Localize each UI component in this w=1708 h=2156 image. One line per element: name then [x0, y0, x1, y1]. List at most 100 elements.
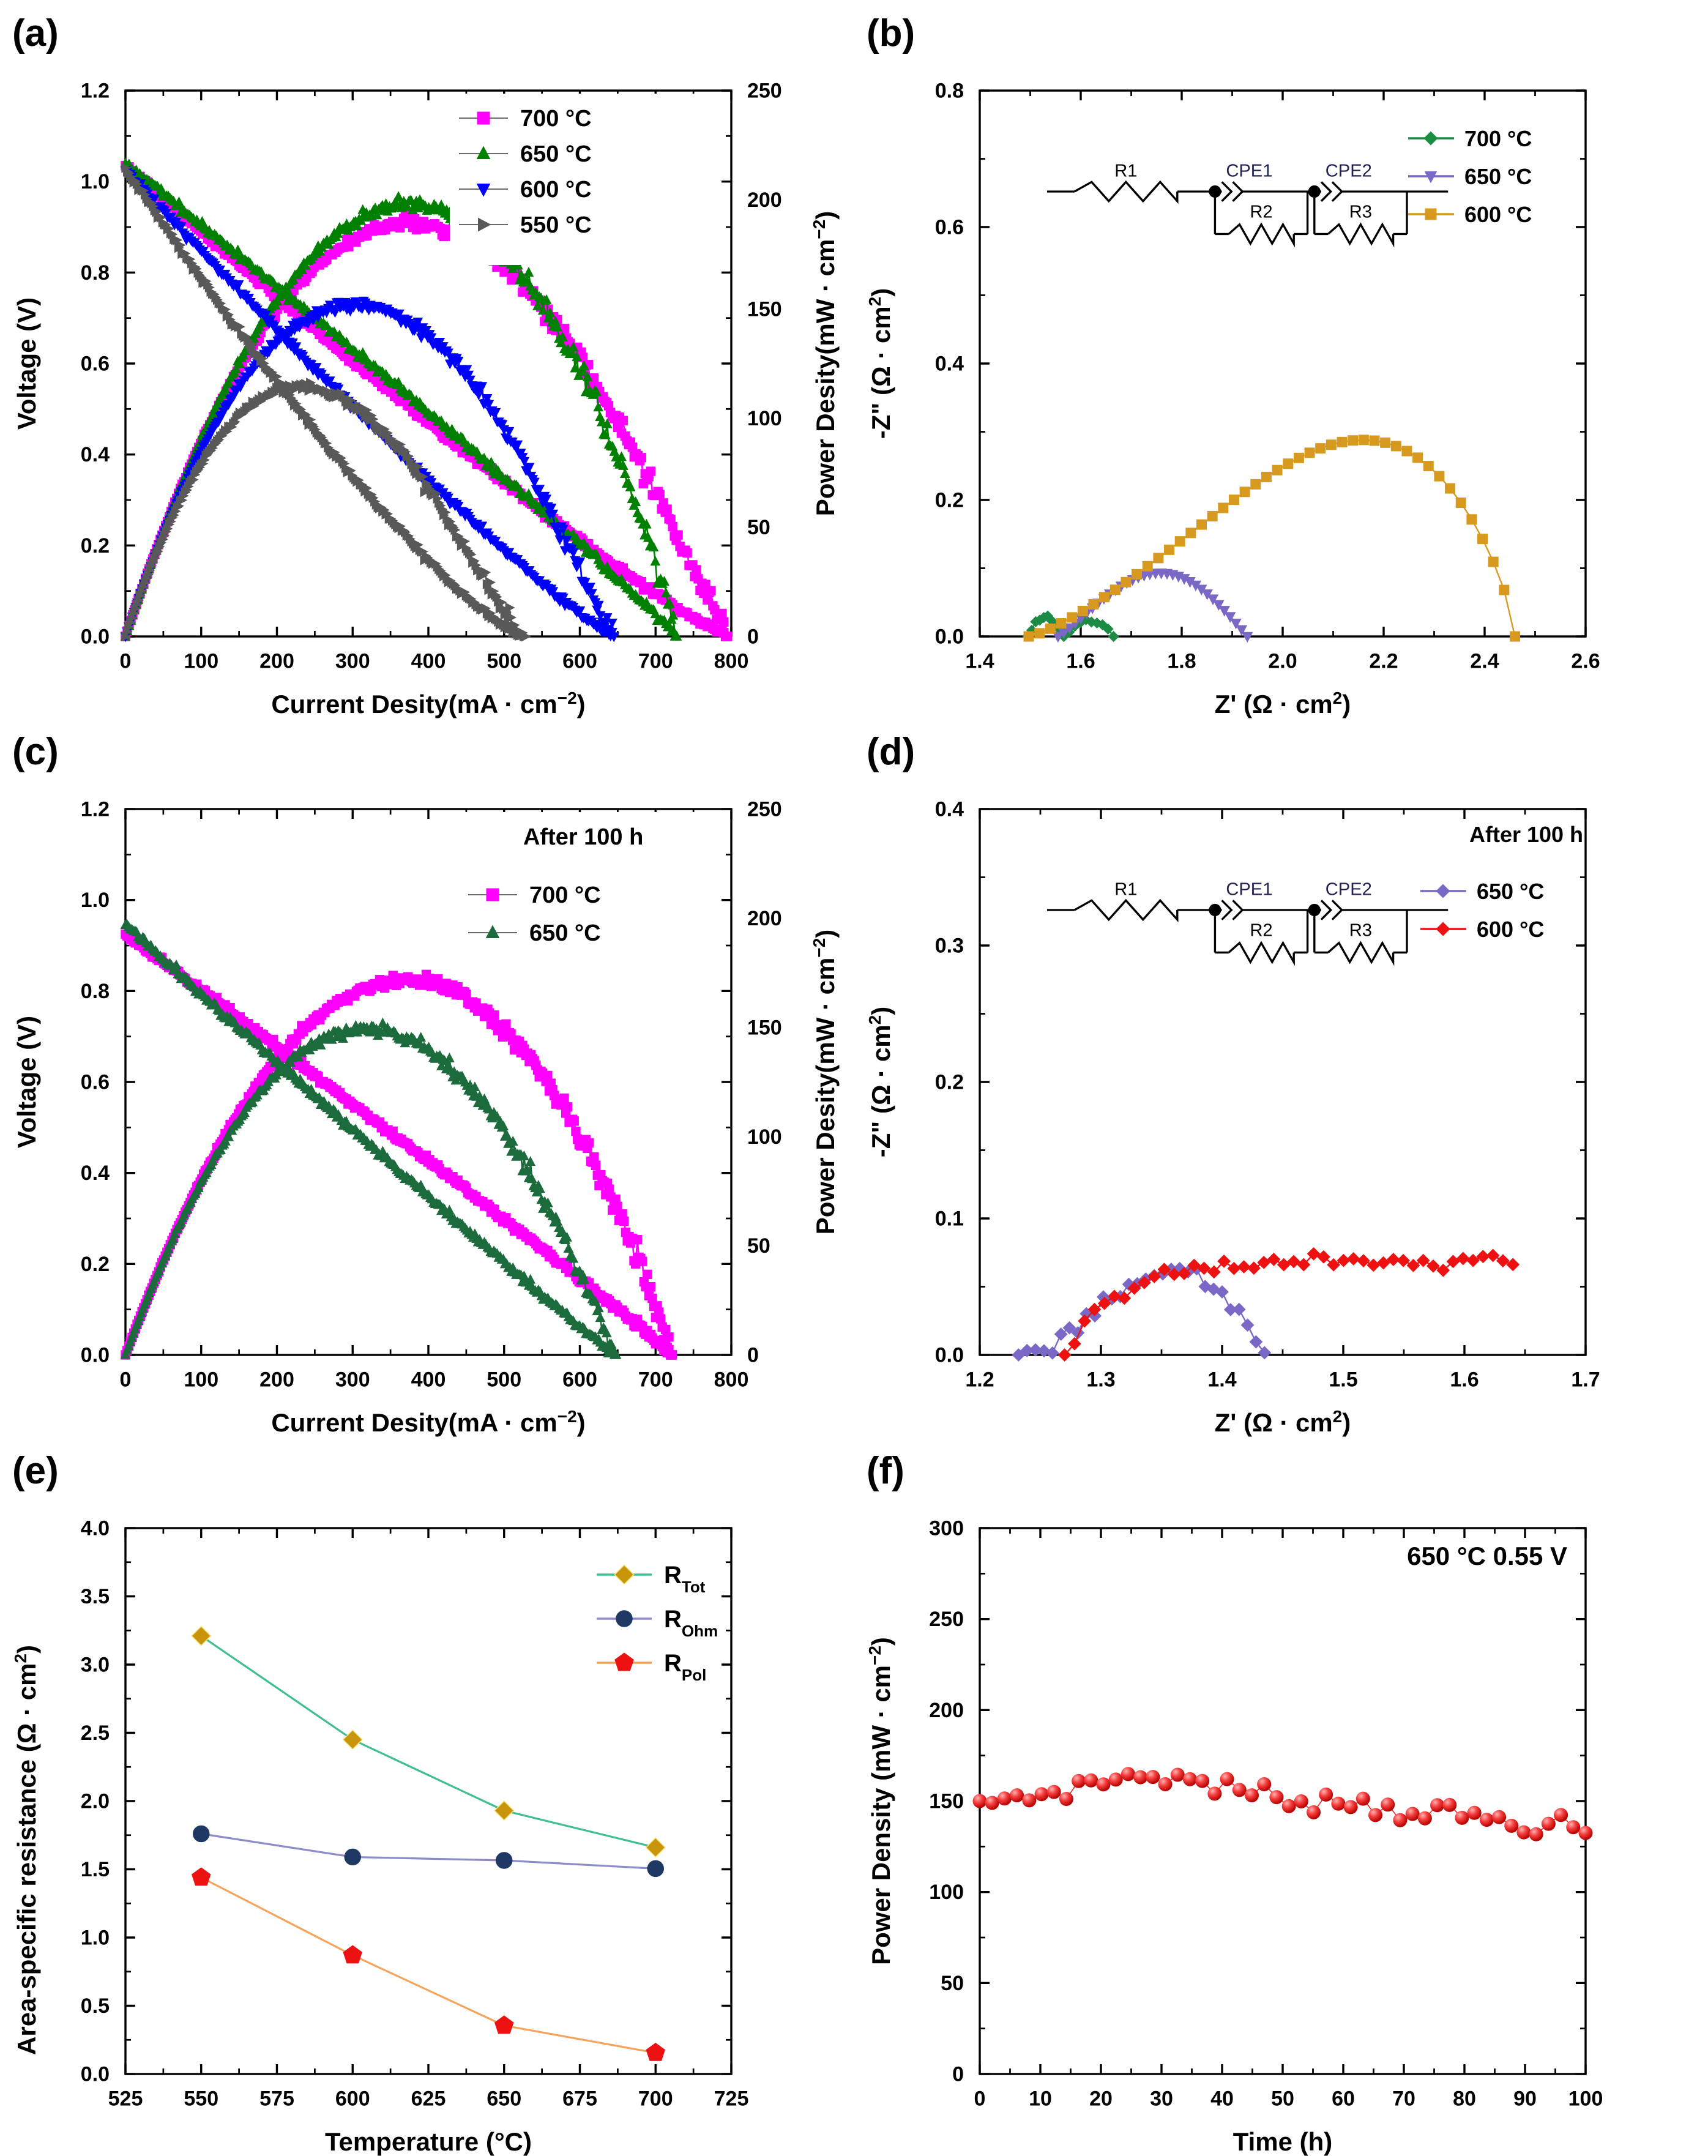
svg-text:650 °C: 650 °C — [520, 141, 592, 167]
svg-text:0: 0 — [952, 2062, 964, 2086]
svg-text:0.8: 0.8 — [81, 261, 110, 285]
svg-text:50: 50 — [747, 516, 770, 539]
svg-text:30: 30 — [1150, 2087, 1173, 2110]
svg-text:1.8: 1.8 — [1167, 650, 1196, 673]
svg-text:300: 300 — [335, 1368, 370, 1392]
svg-text:Current Desity(mA · cm−2): Current Desity(mA · cm−2) — [271, 688, 585, 718]
svg-text:1.0: 1.0 — [81, 1926, 110, 1949]
svg-text:1.4: 1.4 — [1207, 1368, 1236, 1392]
svg-text:100: 100 — [184, 1368, 218, 1392]
svg-text:0.0: 0.0 — [81, 625, 110, 649]
svg-text:0: 0 — [747, 625, 759, 649]
svg-text:500: 500 — [487, 650, 521, 673]
svg-text:0.0: 0.0 — [934, 1344, 963, 1367]
svg-text:250: 250 — [747, 798, 782, 821]
svg-text:0.6: 0.6 — [934, 216, 963, 239]
svg-text:650 °C: 650 °C — [1476, 879, 1543, 904]
svg-text:1.5: 1.5 — [81, 1858, 110, 1881]
svg-text:60: 60 — [1332, 2087, 1355, 2110]
svg-text:100: 100 — [184, 650, 218, 673]
svg-text:0: 0 — [747, 1344, 759, 1367]
svg-text:R1: R1 — [1114, 161, 1137, 181]
svg-text:0.2: 0.2 — [934, 489, 963, 512]
svg-text:-Z" (Ω · cm2): -Z" (Ω · cm2) — [865, 288, 895, 439]
svg-text:R1: R1 — [1114, 880, 1137, 900]
svg-text:Z' (Ω · cm2): Z' (Ω · cm2) — [1214, 688, 1351, 718]
svg-text:50: 50 — [941, 1972, 964, 1995]
svg-text:550: 550 — [184, 2087, 218, 2110]
svg-text:150: 150 — [747, 1016, 782, 1040]
svg-text:100: 100 — [747, 1125, 782, 1149]
svg-text:0.0: 0.0 — [81, 1344, 110, 1367]
svg-text:(a): (a) — [12, 12, 59, 54]
svg-text:40: 40 — [1210, 2087, 1234, 2110]
svg-text:Voltage (V): Voltage (V) — [12, 1016, 41, 1148]
svg-text:150: 150 — [929, 1789, 964, 1813]
svg-text:CPE2: CPE2 — [1325, 880, 1371, 900]
svg-text:CPE1: CPE1 — [1226, 880, 1272, 900]
svg-text:3.0: 3.0 — [81, 1653, 110, 1676]
svg-text:R2: R2 — [1250, 203, 1272, 222]
svg-text:2.0: 2.0 — [1268, 650, 1297, 673]
svg-text:4.0: 4.0 — [81, 1516, 110, 1540]
svg-text:70: 70 — [1392, 2087, 1415, 2110]
svg-text:20: 20 — [1089, 2087, 1113, 2110]
svg-text:200: 200 — [747, 188, 782, 212]
svg-text:Temperature (°C): Temperature (°C) — [325, 2127, 532, 2156]
svg-text:700: 700 — [638, 650, 673, 673]
svg-text:600: 600 — [335, 2087, 370, 2110]
svg-text:Power Desity(mW · cm−2): Power Desity(mW · cm−2) — [809, 211, 840, 517]
svg-text:10: 10 — [1029, 2087, 1052, 2110]
svg-text:500: 500 — [487, 1368, 521, 1392]
svg-text:0.2: 0.2 — [934, 1071, 963, 1094]
svg-text:Area-specific resistance (Ω ·: Area-specific resistance (Ω · cm2) — [11, 1645, 41, 2055]
svg-text:0.8: 0.8 — [81, 980, 110, 1003]
svg-text:0.3: 0.3 — [934, 934, 963, 958]
svg-text:Time (h): Time (h) — [1233, 2127, 1332, 2156]
svg-text:Power Density (mW · cm−2): Power Density (mW · cm−2) — [865, 1637, 895, 1965]
svg-text:100: 100 — [747, 407, 782, 430]
svg-text:1.3: 1.3 — [1086, 1368, 1115, 1392]
svg-text:R3: R3 — [1349, 203, 1371, 222]
svg-text:3.5: 3.5 — [81, 1585, 110, 1608]
svg-text:100: 100 — [1568, 2087, 1603, 2110]
svg-text:200: 200 — [929, 1699, 964, 1722]
svg-text:50: 50 — [1271, 2087, 1294, 2110]
svg-text:200: 200 — [747, 907, 782, 930]
svg-text:0.4: 0.4 — [81, 1162, 110, 1185]
svg-text:90: 90 — [1513, 2087, 1537, 2110]
svg-text:1.7: 1.7 — [1571, 1368, 1600, 1392]
svg-text:0.8: 0.8 — [934, 80, 963, 103]
svg-text:1.6: 1.6 — [1066, 650, 1095, 673]
svg-text:-Z" (Ω · cm2): -Z" (Ω · cm2) — [865, 1007, 895, 1157]
svg-text:1.6: 1.6 — [1450, 1368, 1479, 1392]
svg-text:0.5: 0.5 — [81, 1994, 110, 2018]
svg-text:0: 0 — [120, 1368, 132, 1392]
svg-text:0: 0 — [974, 2087, 985, 2110]
svg-text:0.2: 0.2 — [81, 534, 110, 558]
svg-text:After 100 h: After 100 h — [523, 824, 643, 850]
svg-text:2.5: 2.5 — [81, 1721, 110, 1745]
svg-text:80: 80 — [1453, 2087, 1476, 2110]
svg-text:(d): (d) — [867, 731, 915, 773]
svg-text:0.6: 0.6 — [81, 352, 110, 376]
svg-text:Current Desity(mA · cm−2): Current Desity(mA · cm−2) — [271, 1407, 585, 1438]
svg-text:675: 675 — [562, 2087, 597, 2110]
svg-text:700 °C: 700 °C — [529, 882, 601, 908]
svg-text:1.0: 1.0 — [81, 170, 110, 193]
svg-text:725: 725 — [714, 2087, 749, 2110]
svg-text:700 °C: 700 °C — [520, 106, 592, 132]
svg-text:1.4: 1.4 — [965, 650, 994, 673]
svg-text:R2: R2 — [1250, 921, 1272, 941]
svg-text:1.2: 1.2 — [81, 80, 110, 103]
svg-text:(e): (e) — [12, 1450, 59, 1492]
svg-text:0.0: 0.0 — [81, 2062, 110, 2086]
svg-text:2.6: 2.6 — [1571, 650, 1600, 673]
svg-text:525: 525 — [108, 2087, 143, 2110]
svg-text:2.0: 2.0 — [81, 1789, 110, 1813]
svg-text:1.2: 1.2 — [965, 1368, 994, 1392]
svg-text:200: 200 — [259, 650, 294, 673]
svg-text:300: 300 — [929, 1516, 964, 1540]
svg-text:650 °C: 650 °C — [529, 920, 601, 946]
svg-text:(c): (c) — [12, 731, 59, 773]
